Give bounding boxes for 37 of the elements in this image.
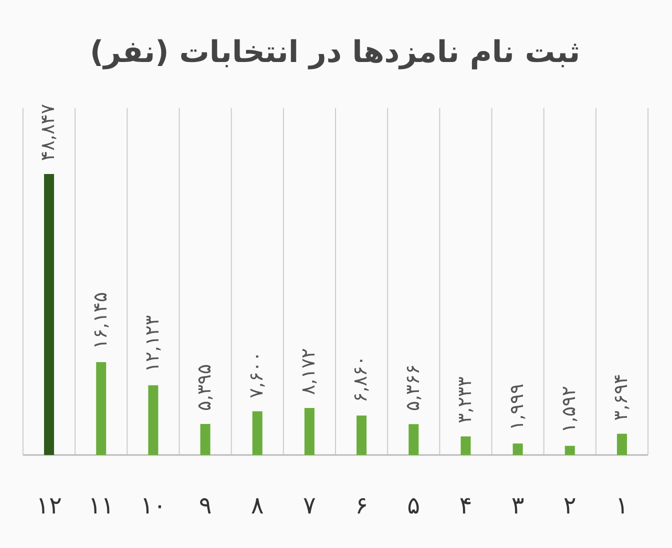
bar xyxy=(44,174,54,455)
data-label: ۴۸,۸۴۷ xyxy=(37,104,60,161)
x-tick-label: ۶ xyxy=(355,492,368,520)
x-tick-label: ۲ xyxy=(563,492,576,520)
data-label: ۱۶,۱۴۵ xyxy=(89,292,112,350)
bar xyxy=(252,411,262,455)
bar xyxy=(408,424,419,455)
x-tick-label: ۱۱ xyxy=(88,492,114,520)
data-label: ۵,۳۹۵ xyxy=(193,364,216,411)
bar xyxy=(564,446,575,455)
data-label: ۵,۳۶۶ xyxy=(402,364,424,412)
data-label: ۳,۶۹۴ xyxy=(610,374,632,421)
x-tick-label: ۷ xyxy=(303,492,316,520)
x-tick-label: ۸ xyxy=(250,492,264,520)
chart-title: ثبت نام نامزدها در انتخابات (نفر) xyxy=(90,35,580,70)
bar xyxy=(356,416,367,455)
data-label: ۳,۲۳۳ xyxy=(454,376,476,424)
x-tick-label: ۹ xyxy=(198,492,212,520)
x-tick-label: ۱۰ xyxy=(140,492,166,520)
bar xyxy=(96,362,106,455)
bar xyxy=(148,385,158,455)
bar xyxy=(460,436,471,455)
bar xyxy=(512,444,523,455)
bar xyxy=(200,424,210,455)
bar xyxy=(304,408,314,455)
x-tick-label: ۳ xyxy=(511,492,524,520)
x-tick-label: ۴ xyxy=(459,492,472,520)
data-label: ۸,۱۷۲ xyxy=(298,348,320,395)
data-label: ۷,۶۰۰ xyxy=(246,351,268,398)
data-label: ۱,۵۹۲ xyxy=(558,386,580,433)
data-label: ۱,۹۹۹ xyxy=(506,384,528,430)
x-tick-label: ۱ xyxy=(616,492,628,520)
x-tick-label: ۵ xyxy=(407,492,420,520)
data-label: ۱۲,۱۲۳ xyxy=(141,315,164,372)
x-tick-label: ۱۲ xyxy=(36,492,62,520)
data-label: ۶,۸۶۰ xyxy=(350,356,372,403)
bar xyxy=(616,434,627,455)
